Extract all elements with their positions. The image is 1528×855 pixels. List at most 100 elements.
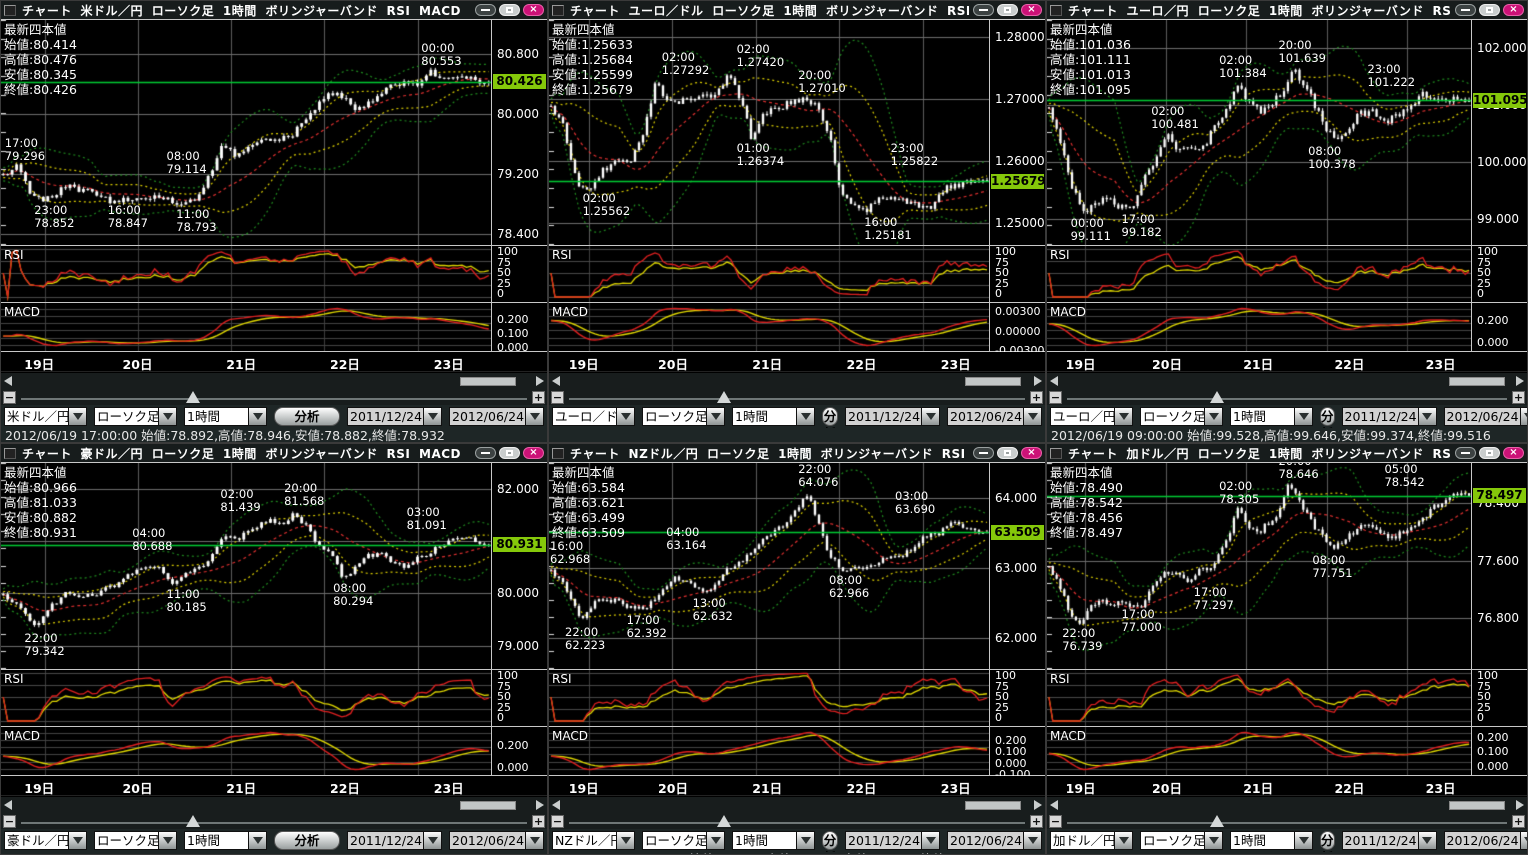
analyze-button[interactable]: 分析 [822, 407, 838, 441]
window-titlebar[interactable]: チャート 米ドル／円 ローソク足 1時間 ボリンジャーバンド RSI MACD … [1, 1, 547, 19]
minimize-button[interactable] [475, 4, 496, 16]
zoom-out-button[interactable]: − [551, 390, 564, 404]
chevron-down-icon[interactable] [248, 407, 267, 426]
chevron-down-icon[interactable] [1204, 831, 1223, 850]
price-plot[interactable]: 最新四本値 始値:78.490 高値:78.542 安値:78.456 終値:78.49… [1047, 463, 1471, 669]
scrollbar-thumb[interactable] [459, 800, 516, 810]
date-from-dropdown[interactable]: 2011/12/24 [347, 407, 442, 426]
scrollbar-track[interactable] [564, 376, 1030, 387]
chevron-down-icon[interactable] [1417, 407, 1437, 426]
scrollbar-track[interactable] [16, 800, 532, 811]
chevron-down-icon[interactable] [423, 831, 442, 850]
chart-type-dropdown[interactable]: ローソク足 [1140, 407, 1223, 426]
zoom-slider-track[interactable] [21, 814, 527, 828]
close-button[interactable]: × [1503, 447, 1524, 459]
window-titlebar[interactable]: チャート 豪ドル／円 ローソク足 1時間 ボリンジャーバンド RSI MACD … [1, 444, 547, 462]
instrument-dropdown[interactable]: ユーロ／ドル [552, 407, 635, 426]
chevron-down-icon[interactable] [1023, 407, 1042, 426]
chart-type-dropdown[interactable]: ローソク足 [642, 831, 725, 850]
zoom-slider-thumb[interactable] [717, 391, 732, 403]
scroll-right-arrow-icon[interactable] [1516, 376, 1524, 386]
price-plot[interactable]: 最新四本値 始値:101.036 高値:101.111 安値:101.013 終値:10… [1047, 20, 1471, 245]
chart-type-dropdown[interactable]: ローソク足 [94, 831, 177, 850]
zoom-slider-track[interactable] [569, 390, 1025, 404]
analyze-button[interactable]: 分析 [274, 831, 340, 850]
scrollbar-track[interactable] [564, 800, 1030, 811]
zoom-slider-thumb[interactable] [186, 391, 201, 403]
minimize-button[interactable] [475, 447, 496, 459]
chevron-down-icon[interactable] [616, 407, 635, 426]
chevron-down-icon[interactable] [796, 831, 815, 850]
zoom-out-button[interactable]: − [1049, 814, 1062, 828]
chevron-down-icon[interactable] [68, 407, 87, 426]
zoom-slider-thumb[interactable] [1209, 391, 1224, 403]
scroll-left-arrow-icon[interactable] [552, 376, 560, 386]
price-plot[interactable]: 最新四本値 始値:63.584 高値:63.621 安値:63.499 終値:63.50… [549, 463, 989, 669]
scroll-left-arrow-icon[interactable] [4, 800, 12, 810]
maximize-button[interactable] [499, 4, 520, 16]
maximize-button[interactable] [1479, 4, 1500, 16]
scroll-left-arrow-icon[interactable] [1050, 800, 1058, 810]
maximize-button[interactable] [499, 447, 520, 459]
zoom-in-button[interactable]: + [532, 814, 545, 828]
instrument-dropdown[interactable]: 米ドル／円 [4, 407, 87, 426]
zoom-slider-thumb[interactable] [1209, 815, 1224, 827]
scrollbar-thumb[interactable] [1449, 376, 1505, 386]
instrument-dropdown[interactable]: NZドル／円 [552, 831, 635, 850]
analyze-button[interactable]: 分析 [1320, 407, 1335, 441]
zoom-in-button[interactable]: + [1030, 390, 1043, 404]
chevron-down-icon[interactable] [423, 407, 442, 426]
zoom-slider-track[interactable] [21, 390, 527, 404]
chart-type-dropdown[interactable]: ローソク足 [1140, 831, 1223, 850]
zoom-in-button[interactable]: + [532, 390, 545, 404]
window-titlebar[interactable]: チャート ユーロ／円 ローソク足 1時間 ボリンジャーバンド RSI MACD … [1047, 1, 1527, 19]
scrollbar-track[interactable] [1062, 800, 1512, 811]
scrollbar-thumb[interactable] [964, 376, 1021, 386]
chevron-down-icon[interactable] [1417, 831, 1437, 850]
date-to-dropdown[interactable]: 2012/06/24 [947, 831, 1042, 850]
close-button[interactable]: × [1021, 447, 1042, 459]
chevron-down-icon[interactable] [248, 831, 267, 850]
minimize-button[interactable] [1455, 4, 1476, 16]
chevron-down-icon[interactable] [796, 407, 815, 426]
scrollbar-track[interactable] [16, 376, 532, 387]
date-to-dropdown[interactable]: 2012/06/24 [1443, 407, 1527, 426]
window-titlebar[interactable]: チャート NZドル／円 ローソク足 1時間 ボリンジャーバンド RSI MACD… [549, 444, 1045, 462]
date-to-dropdown[interactable]: 2012/06/24 [1443, 831, 1527, 850]
chevron-down-icon[interactable] [158, 831, 177, 850]
interval-dropdown[interactable]: 1時間 [1230, 407, 1313, 426]
zoom-in-button[interactable]: + [1512, 814, 1525, 828]
chevron-down-icon[interactable] [1114, 831, 1133, 850]
horizontal-scrollbar[interactable] [1, 796, 547, 813]
price-plot[interactable]: 最新四本値 始値:80.966 高値:81.033 安値:80.882 終値:80.93… [1, 463, 491, 669]
scroll-right-arrow-icon[interactable] [1034, 800, 1042, 810]
minimize-button[interactable] [973, 447, 994, 459]
price-plot[interactable]: 最新四本値 始値:1.25633 高値:1.25684 安値:1.25599 終値:1.… [549, 20, 989, 245]
zoom-out-button[interactable]: − [551, 814, 564, 828]
chevron-down-icon[interactable] [616, 831, 635, 850]
date-from-dropdown[interactable]: 2011/12/24 [1341, 831, 1437, 850]
analyze-button[interactable]: 分析 [822, 831, 838, 854]
scroll-right-arrow-icon[interactable] [536, 376, 544, 386]
chevron-down-icon[interactable] [706, 407, 725, 426]
close-button[interactable]: × [523, 447, 544, 459]
horizontal-scrollbar[interactable] [549, 372, 1045, 389]
chevron-down-icon[interactable] [1294, 831, 1313, 850]
date-to-dropdown[interactable]: 2012/06/24 [449, 831, 544, 850]
chevron-down-icon[interactable] [1519, 407, 1527, 426]
chevron-down-icon[interactable] [68, 831, 87, 850]
date-to-dropdown[interactable]: 2012/06/24 [947, 407, 1042, 426]
zoom-in-button[interactable]: + [1030, 814, 1043, 828]
scroll-left-arrow-icon[interactable] [552, 800, 560, 810]
close-button[interactable]: × [1021, 4, 1042, 16]
price-plot[interactable]: 最新四本値 始値:80.414 高値:80.476 安値:80.345 終値:80.42… [1, 20, 491, 245]
date-from-dropdown[interactable]: 2011/12/24 [845, 831, 940, 850]
chevron-down-icon[interactable] [525, 831, 544, 850]
scroll-right-arrow-icon[interactable] [1516, 800, 1524, 810]
instrument-dropdown[interactable]: ユーロ／円 [1050, 407, 1133, 426]
zoom-out-button[interactable]: − [3, 390, 16, 404]
zoom-slider-track[interactable] [569, 814, 1025, 828]
scrollbar-thumb[interactable] [459, 376, 516, 386]
interval-dropdown[interactable]: 1時間 [1230, 831, 1313, 850]
date-from-dropdown[interactable]: 2011/12/24 [347, 831, 442, 850]
